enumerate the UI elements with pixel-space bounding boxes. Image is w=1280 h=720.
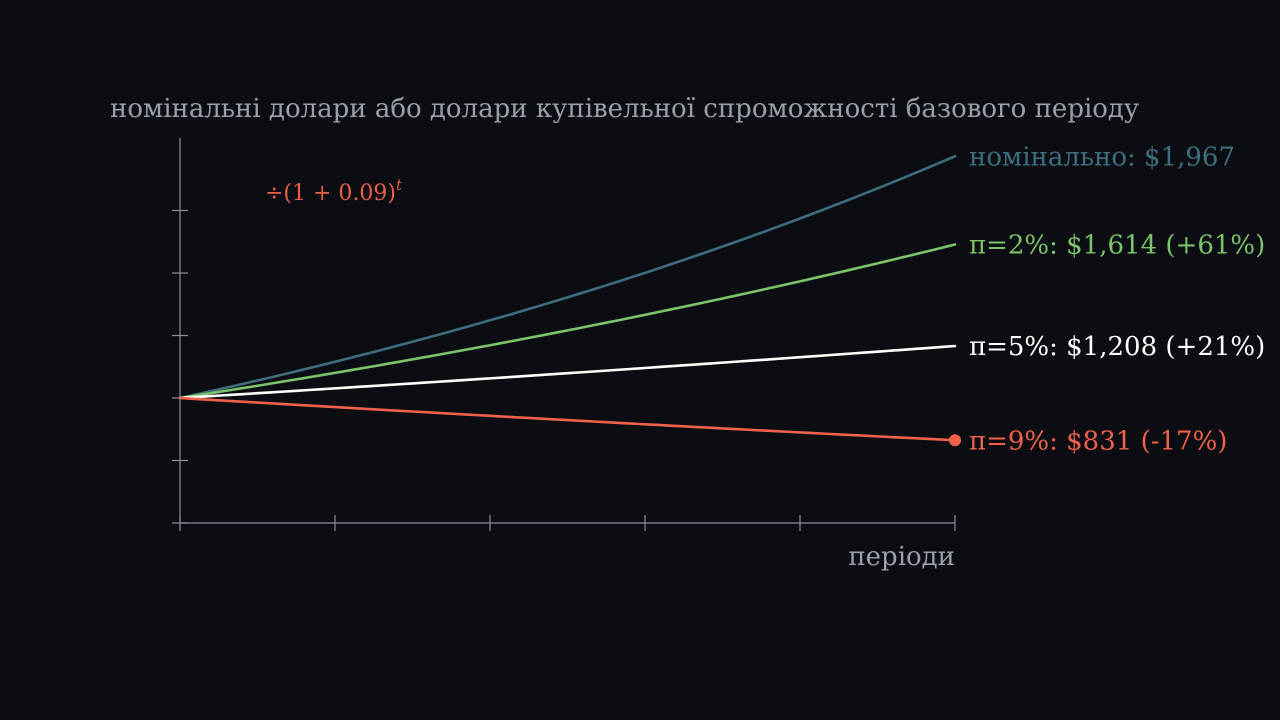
series-label-2: π=5%: $1,208 (+21%): [969, 332, 1265, 362]
series-end-marker-3: [949, 434, 961, 447]
deflator-formula-base: ÷(1 + 0.09): [265, 181, 396, 206]
deflator-formula-exponent: t: [396, 176, 403, 194]
x-axis-title: періоди: [848, 542, 955, 572]
series-line-2: [178, 344, 957, 400]
deflator-formula: ÷(1 + 0.09)t: [265, 176, 403, 206]
series-line-0: [178, 154, 957, 400]
series-line-1: [178, 243, 957, 400]
series-labels: номінально: $1,967 π=2%: $1,614 (+61%) π=5…: [969, 142, 1265, 456]
series-label-3: π=9%: $831 (-17%): [969, 426, 1227, 456]
series-line-3: [178, 396, 957, 442]
series-label-1: π=2%: $1,614 (+61%): [969, 231, 1265, 261]
series-label-0: номінально: $1,967: [969, 142, 1235, 172]
series-lines: [178, 154, 961, 447]
x-axis-ticks: [179, 515, 956, 531]
y-axis-title: номінальні долари або долари купівельної…: [110, 94, 1139, 124]
